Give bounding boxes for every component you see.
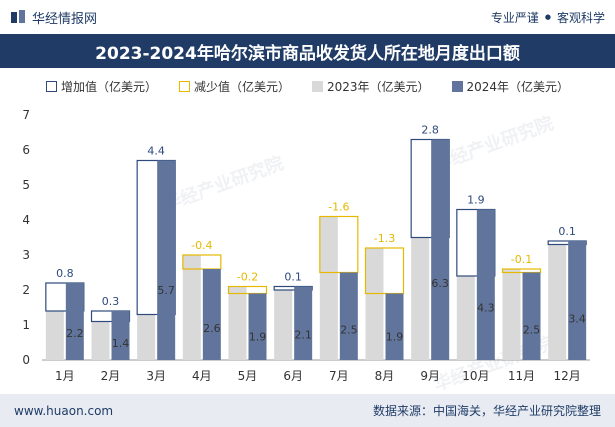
bar-2023 [45, 311, 64, 360]
legend-label-2023: 2023年（亿美元） [326, 79, 430, 94]
bar-2023 [411, 237, 430, 360]
x-tick-label: 11月 [508, 369, 535, 383]
x-tick-label: 8月 [375, 369, 395, 383]
change-label: 0.1 [558, 225, 576, 238]
change-label: 0.3 [102, 295, 120, 308]
bar-2023 [274, 290, 293, 360]
bar-2024 [522, 272, 541, 360]
change-label: 2.8 [421, 124, 439, 137]
footer-website[interactable]: www.huaon.com [14, 403, 114, 418]
brand-logo-icon [11, 10, 25, 23]
change-label: -0.2 [237, 271, 258, 284]
bar-2024 [385, 293, 404, 360]
x-tick-label: 2月 [101, 369, 121, 383]
value-label-2024: 2.5 [340, 323, 358, 336]
legend-swatch-increase [45, 80, 57, 92]
legend-swatch-decrease [178, 80, 190, 92]
value-label-2024: 2.1 [294, 328, 312, 341]
change-label: -0.1 [511, 253, 532, 266]
tagline-left: 专业严谨 [490, 10, 539, 25]
x-tick-label: 9月 [420, 369, 440, 383]
value-label-2024: 6.3 [431, 277, 449, 290]
brand-name: 华经情报网 [32, 11, 98, 27]
chart-title: 2023-2024年哈尔滨市商品收发货人所在地月度出口额 [0, 34, 615, 68]
bar-2023 [182, 255, 201, 360]
footer: www.huaon.com 数据来源：中国海关，华经产业研究院整理 [0, 394, 615, 427]
decrease-box [364, 247, 405, 295]
bar-2023 [502, 269, 521, 360]
change-label: 4.4 [147, 145, 165, 158]
legend: 增加值（亿美元） 减少值（亿美元） 2023年（亿美元） 2024年（亿美元） [0, 76, 615, 96]
change-label: 0.8 [56, 267, 74, 280]
top-bar: 华经情报网 专业严谨 ● 客观科学 [0, 0, 615, 34]
decrease-box [182, 254, 222, 270]
legend-label-2024: 2024年（亿美元） [466, 79, 570, 94]
x-tick-label: 3月 [146, 369, 166, 383]
bar-2024 [157, 160, 176, 360]
x-tick-label: 6月 [283, 369, 303, 383]
value-label-2024: 5.7 [157, 284, 175, 297]
change-label: -1.3 [374, 232, 395, 245]
bar-2024 [568, 241, 587, 360]
legend-swatch-2023 [311, 80, 323, 92]
bar-2023 [91, 321, 110, 360]
bar-2023 [137, 314, 156, 360]
bar-2023 [228, 286, 247, 360]
value-label-2024: 2.2 [66, 327, 84, 340]
bar-2024 [431, 139, 450, 360]
x-tick-label: 10月 [462, 369, 489, 383]
value-label-2024: 1.9 [249, 331, 267, 344]
bar-2023 [548, 244, 567, 360]
bar-2023 [456, 276, 475, 360]
value-label-2024: 1.4 [112, 337, 130, 350]
value-label-2024: 2.6 [203, 322, 221, 335]
bar-2024 [65, 283, 84, 360]
legend-item-2024[interactable]: 2024年（亿美元） [451, 76, 570, 96]
y-tick-label: 0 [22, 353, 30, 367]
chart-plot: 0 1 2 3 4 5 6 7 2.2 0.8 1月 1.4 0.3 2月 5.7 4.4 3月 2.6 -0.4 4… [22, 108, 590, 383]
value-label-2024: 1.9 [386, 331, 404, 344]
tagline-right: 客观科学 [556, 10, 605, 25]
bar-2023 [365, 248, 384, 360]
x-tick-label: 5月 [238, 369, 258, 383]
change-label: -0.4 [191, 239, 212, 252]
legend-label-decrease: 减少值（亿美元） [193, 79, 290, 94]
bar-2024 [248, 293, 267, 360]
y-tick-label: 6 [22, 143, 30, 157]
value-label-2024: 2.5 [523, 323, 541, 336]
bar-2024 [202, 269, 221, 360]
x-tick-label: 4月 [192, 369, 212, 383]
x-tick-label: 7月 [329, 369, 349, 383]
decrease-box [319, 215, 359, 274]
footer-source: 数据来源：中国海关，华经产业研究院整理 [372, 404, 601, 418]
bar-2023 [319, 216, 338, 360]
value-label-2024: 3.4 [568, 312, 586, 325]
legend-item-2023[interactable]: 2023年（亿美元） [311, 76, 430, 96]
legend-label-increase: 增加值（亿美元） [60, 79, 157, 94]
y-tick-label: 3 [22, 248, 30, 262]
x-tick-label: 1月 [55, 369, 75, 383]
bar-2024 [339, 272, 358, 360]
bar-2024 [111, 311, 130, 360]
legend-item-decrease[interactable]: 减少值（亿美元） [178, 76, 290, 96]
change-label: 0.1 [284, 271, 302, 284]
legend-item-increase[interactable]: 增加值（亿美元） [45, 76, 157, 96]
tagline-dot-icon: ● [544, 13, 551, 21]
change-label: -1.6 [328, 201, 349, 214]
bar-2024 [294, 286, 313, 360]
legend-swatch-2024 [451, 80, 463, 92]
y-tick-label: 7 [22, 108, 30, 122]
change-label: 1.9 [467, 194, 485, 207]
x-tick-label: 12月 [554, 369, 581, 383]
value-label-2024: 4.3 [477, 301, 495, 314]
decrease-box [501, 268, 542, 274]
y-tick-label: 5 [22, 178, 30, 192]
bar-2024 [476, 209, 495, 360]
tagline: 专业严谨 ● 客观科学 [491, 9, 605, 26]
y-tick-label: 1 [22, 318, 30, 332]
y-tick-label: 4 [22, 213, 30, 227]
y-tick-label: 2 [22, 283, 30, 297]
brand[interactable]: 华经情报网 [10, 8, 97, 27]
decrease-box [227, 285, 268, 295]
